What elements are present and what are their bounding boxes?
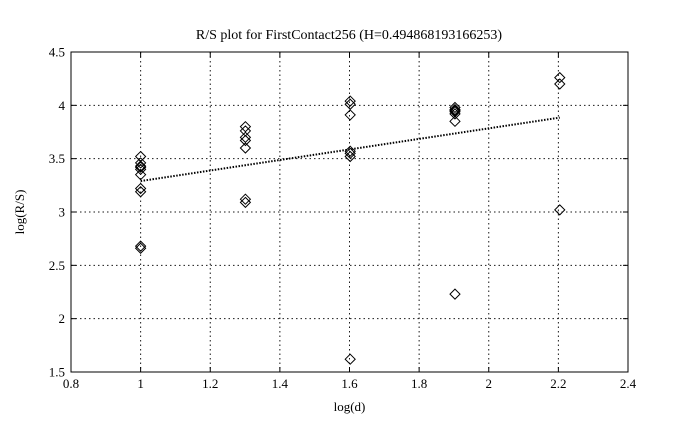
x-tick-label: 1.2 [202, 376, 218, 391]
data-point-diamond [554, 71, 566, 84]
data-point-diamond [239, 142, 252, 154]
data-point-diamond [134, 168, 147, 181]
data-point-diamond [449, 108, 461, 120]
data-point-diamond [449, 106, 461, 118]
data-point-diamond [239, 131, 252, 144]
y-tick-label: 2.5 [49, 258, 65, 273]
data-point-diamond [134, 182, 147, 195]
data-point-diamond [344, 95, 356, 107]
x-tick-label: 1 [137, 376, 144, 391]
data-point-diamond [134, 242, 147, 254]
grid-lines [71, 52, 628, 372]
fit-line-layer [140, 116, 560, 183]
data-point-diamond [239, 134, 252, 147]
y-tick-label: 3.5 [49, 151, 65, 166]
x-axis-label: log(d) [334, 399, 366, 414]
data-point-diamond [134, 186, 147, 198]
y-tick-label: 3 [59, 205, 66, 220]
y-tick-label: 2 [59, 311, 66, 326]
data-point-diamond [134, 160, 147, 172]
data-point-diamond [239, 196, 252, 209]
data-point-diamond [134, 240, 147, 252]
data-point-diamond [344, 147, 356, 160]
chart-title: R/S plot for FirstContact256 (H=0.494868… [196, 28, 503, 43]
data-point-diamond [554, 78, 566, 90]
data-points [134, 71, 566, 365]
data-point-diamond [344, 353, 356, 365]
axis-ticks: 0.8 1 1.2 1.4 1.6 1.8 2 2.2 2.4 1.5 2 2.5 3 3.5 4 4.5 [49, 45, 637, 392]
x-tick-label: 1.6 [341, 376, 358, 391]
data-point-diamond [134, 161, 147, 173]
y-tick-label: 1.5 [49, 365, 65, 380]
data-point-diamond [134, 163, 147, 176]
data-point-diamond [344, 145, 356, 157]
data-point-diamond [239, 125, 252, 137]
data-point-diamond [344, 109, 356, 121]
y-tick-label: 4 [59, 98, 66, 113]
x-tick-label: 2.4 [620, 376, 637, 391]
data-point-diamond [449, 288, 461, 300]
data-point-diamond [134, 157, 147, 169]
x-tick-label: 2.2 [550, 376, 566, 391]
data-point-diamond [344, 98, 356, 110]
x-tick-label: 1.4 [272, 376, 289, 391]
data-point-diamond [344, 150, 356, 163]
data-point-diamond [449, 103, 461, 116]
data-point-diamond [554, 204, 566, 216]
y-axis-label: log(R/S) [12, 190, 27, 235]
data-point-diamond [239, 120, 252, 133]
regression-line [140, 116, 560, 183]
data-point-diamond [449, 115, 461, 128]
data-point-diamond [239, 193, 252, 205]
plot-area-frame [70, 51, 629, 373]
x-tick-label: 2 [486, 376, 493, 391]
y-tick-label: 4.5 [49, 45, 65, 60]
data-point-diamond [449, 101, 461, 114]
x-tick-label: 0.8 [63, 376, 79, 391]
x-tick-label: 1.8 [411, 376, 427, 391]
